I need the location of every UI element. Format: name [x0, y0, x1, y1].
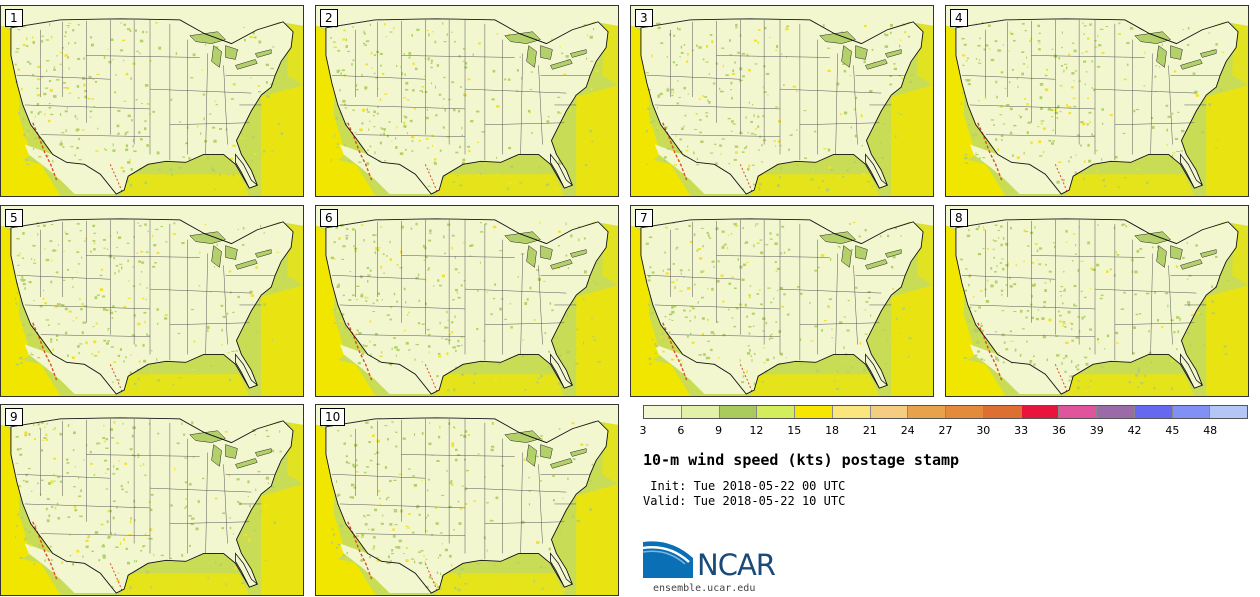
wind-speed-map	[946, 206, 1248, 396]
wind-speed-map	[1, 6, 303, 196]
colorbar-tick-label: 12	[749, 424, 764, 437]
member-number-label: 8	[950, 209, 968, 227]
colorbar-swatch	[1021, 406, 1060, 418]
figure-title: 10-m wind speed (kts) postage stamp	[643, 451, 960, 469]
logo-url: ensemble.ucar.edu	[653, 583, 756, 594]
wind-speed-map	[316, 6, 618, 196]
wind-speed-map	[946, 6, 1248, 196]
colorbar-swatch	[983, 406, 1022, 418]
ensemble-member-panel: 2	[315, 5, 619, 197]
ensemble-member-panel: 5	[0, 205, 304, 397]
colorbar-tick-label: 45	[1165, 424, 1180, 437]
init-time: Init: Tue 2018-05-22 00 UTC	[643, 479, 846, 493]
colorbar-swatch	[1210, 406, 1247, 418]
wind-speed-map	[1, 405, 303, 595]
wind-speed-map	[631, 206, 933, 396]
member-number-label: 6	[320, 209, 338, 227]
colorbar-tick-label: 24	[900, 424, 915, 437]
colorbar-swatch	[644, 406, 682, 418]
colorbar-tick-label: 9	[715, 424, 723, 437]
ensemble-member-panel: 6	[315, 205, 619, 397]
wind-speed-map	[316, 405, 618, 595]
colorbar-swatch	[719, 406, 758, 418]
valid-time: Valid: Tue 2018-05-22 10 UTC	[643, 494, 846, 508]
colorbar-tick-label: 18	[825, 424, 840, 437]
colorbar-tick-label: 15	[787, 424, 802, 437]
colorbar-tick-labels: 3 6 9 12 15 18 21 24 27 30 33 36 39 42 45 48	[639, 424, 1248, 438]
wind-speed-map	[631, 6, 933, 196]
colorbar-tick-label: 21	[862, 424, 877, 437]
colorbar-swatch	[1097, 406, 1135, 418]
logo-text: NCAR	[697, 548, 776, 582]
colorbar-tick-label: 36	[1051, 424, 1066, 437]
ensemble-member-panel: 8	[945, 205, 1249, 397]
colorbar-swatch	[870, 406, 909, 418]
ensemble-member-panel: 7	[630, 205, 934, 397]
member-number-label: 3	[635, 9, 653, 27]
colorbar-swatch	[681, 406, 720, 418]
member-number-label: 2	[320, 9, 338, 27]
member-number-label: 7	[635, 209, 653, 227]
colorbar-swatch	[1059, 406, 1097, 418]
colorbar-tick-label: 6	[677, 424, 685, 437]
colorbar-tick-label: 30	[976, 424, 991, 437]
colorbar-tick-label: 48	[1203, 424, 1218, 437]
wind-speed-map	[1, 206, 303, 396]
colorbar-tick-label: 3	[639, 424, 647, 437]
colorbar-swatch	[795, 406, 833, 418]
wind-speed-map	[316, 206, 618, 396]
member-number-label: 4	[950, 9, 968, 27]
ensemble-member-panel: 10	[315, 404, 619, 596]
colorbar-swatch	[1172, 406, 1211, 418]
ensemble-member-panel: 1	[0, 5, 304, 197]
ensemble-member-panel: 9	[0, 404, 304, 596]
colorbar	[643, 405, 1248, 419]
colorbar-swatch	[908, 406, 946, 418]
member-number-label: 1	[5, 9, 23, 27]
colorbar-tick-label: 27	[938, 424, 953, 437]
member-number-label: 5	[5, 209, 23, 227]
colorbar-swatch	[1134, 406, 1173, 418]
colorbar-swatch	[757, 406, 795, 418]
member-number-label: 10	[320, 408, 346, 426]
ensemble-member-panel: 4	[945, 5, 1249, 197]
colorbar-tick-label: 42	[1127, 424, 1142, 437]
ensemble-member-panel: 3	[630, 5, 934, 197]
colorbar-swatch	[832, 406, 871, 418]
ncar-logo	[643, 541, 693, 578]
colorbar-swatch	[946, 406, 984, 418]
member-number-label: 9	[5, 408, 23, 426]
colorbar-tick-label: 33	[1014, 424, 1029, 437]
colorbar-tick-label: 39	[1089, 424, 1104, 437]
